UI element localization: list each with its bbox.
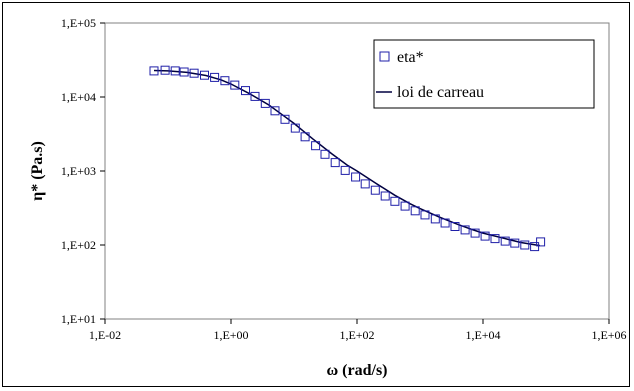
y-tick-label: 1,E+04 — [61, 90, 96, 104]
data-point-eta — [460, 225, 470, 235]
data-point-eta — [330, 158, 340, 168]
data-point-eta — [370, 185, 380, 195]
data-point-eta — [536, 237, 546, 247]
data-point-eta — [360, 179, 370, 189]
data-point-eta — [290, 123, 300, 133]
data-point-eta — [311, 141, 321, 151]
data-point-eta — [210, 72, 220, 82]
data-point-eta — [510, 238, 520, 248]
data-point-eta — [390, 196, 400, 206]
x-tick-label: 1,E+06 — [591, 328, 626, 342]
y-tick-label: 1,E+02 — [61, 238, 96, 252]
data-point-eta — [280, 114, 290, 124]
y-axis-ticks: 1,E+01 1,E+02 1,E+03 1,E+04 1,E+05 — [61, 16, 105, 326]
data-point-eta — [149, 66, 159, 76]
data-point-eta — [500, 236, 510, 246]
data-point-eta — [189, 68, 199, 78]
data-point-eta — [179, 67, 189, 77]
data-point-eta — [340, 165, 350, 175]
data-point-eta — [300, 132, 310, 142]
data-point-eta — [490, 234, 500, 244]
x-tick-label: 1,E-02 — [89, 328, 121, 342]
data-point-eta — [241, 86, 250, 96]
x-tick-label: 1,E+00 — [213, 328, 248, 342]
data-point-eta — [520, 240, 530, 250]
series-points-group — [149, 65, 546, 252]
x-tick-label: 1,E+04 — [465, 328, 500, 342]
x-tick-label: 1,E+02 — [339, 328, 374, 342]
data-point-eta — [270, 106, 280, 116]
x-axis-ticks: 1,E-02 1,E+00 1,E+02 1,E+04 1,E+06 — [89, 319, 627, 342]
data-point-eta — [320, 149, 330, 159]
data-point-eta — [260, 98, 270, 108]
legend-label-carreau: loi de carreau — [397, 84, 484, 101]
legend-box — [373, 39, 595, 109]
data-point-eta — [160, 65, 170, 75]
legend-marker-eta — [379, 51, 390, 62]
y-tick-label: 1,E+01 — [61, 312, 96, 326]
data-point-eta — [420, 210, 430, 220]
data-point-eta — [430, 214, 440, 224]
data-point-eta — [410, 206, 420, 216]
legend-label-eta: eta* — [397, 49, 424, 66]
data-point-eta — [480, 231, 490, 241]
data-point-eta — [250, 91, 260, 101]
data-point-eta — [380, 191, 390, 201]
data-point-eta — [440, 218, 450, 228]
data-point-eta — [200, 70, 209, 80]
data-point-eta — [470, 228, 480, 238]
y-tick-label: 1,E+05 — [61, 16, 96, 30]
y-axis-title: η* (Pa.s) — [29, 141, 46, 201]
data-point-eta — [400, 201, 410, 211]
y-tick-label: 1,E+03 — [61, 164, 96, 178]
data-point-eta — [530, 242, 540, 252]
x-axis-title: ω (rad/s) — [326, 362, 387, 379]
data-point-eta — [220, 76, 230, 86]
data-point-eta — [351, 172, 361, 182]
data-point-eta — [170, 66, 180, 76]
legend: eta* loi de carreau — [373, 39, 595, 109]
data-point-eta — [230, 80, 240, 90]
data-point-eta — [450, 222, 460, 231]
